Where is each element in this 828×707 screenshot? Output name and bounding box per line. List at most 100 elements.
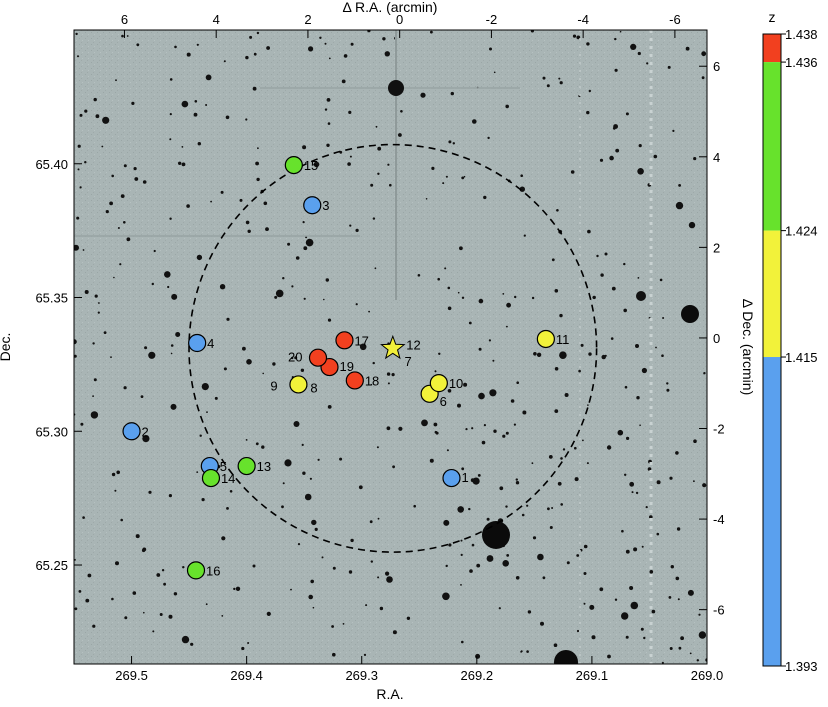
- galaxy-8: 8: [310, 380, 317, 395]
- right-tick-label: 0: [713, 331, 720, 346]
- galaxy-label: 9: [270, 378, 277, 393]
- x-tick-label: 269.3: [345, 668, 378, 683]
- star-shape: [380, 334, 406, 360]
- galaxy-label: 5: [220, 459, 227, 474]
- galaxy-marker: [429, 374, 448, 393]
- galaxy-label: 16: [206, 563, 220, 578]
- galaxy-7: 7: [405, 354, 412, 369]
- colorbar-segment: [763, 230, 781, 358]
- galaxy-label: 17: [354, 333, 368, 348]
- right-tick-label: -4: [713, 512, 725, 527]
- right-tick-label: -6: [713, 603, 725, 618]
- y-tick-label: 65.40: [35, 157, 68, 172]
- colorbar-tick-label: 1.415: [785, 350, 818, 365]
- colorbar-segment: [763, 62, 781, 231]
- galaxy-label: 20: [288, 350, 302, 365]
- y-tick-label: 65.35: [35, 291, 68, 306]
- galaxy-15: 15: [284, 155, 318, 175]
- colorbar-frame: [762, 33, 782, 667]
- galaxy-17: 17: [335, 331, 369, 350]
- colorbar-tick-label: 1.436: [785, 55, 818, 70]
- x-tick-label: 269.2: [461, 668, 494, 683]
- galaxy-label: 19: [340, 359, 354, 374]
- colorbar-tick-label: 1.438: [785, 27, 818, 42]
- x-tick-label: 269.1: [576, 668, 609, 683]
- top-tick-label: 6: [121, 12, 128, 27]
- galaxy-marker: [442, 468, 461, 488]
- galaxy-label: 8: [310, 380, 317, 395]
- galaxy-marker: [289, 375, 308, 394]
- galaxy-label: 12: [406, 338, 420, 353]
- galaxy-4: 4: [188, 333, 214, 353]
- galaxy-16: 16: [186, 561, 220, 580]
- galaxy-label: 4: [207, 336, 214, 351]
- galaxy-13: 13: [237, 456, 271, 476]
- background-stars: [74, 30, 707, 664]
- galaxy-marker: [536, 329, 555, 349]
- galaxy-marker: [335, 331, 354, 350]
- y-tick-label: 65.30: [35, 424, 68, 439]
- galaxy-marker: [303, 196, 322, 215]
- galaxy-label: 7: [405, 354, 412, 369]
- colorbar-segment: [763, 357, 781, 666]
- top-tick-label: 4: [213, 12, 220, 27]
- galaxy-20: 20: [288, 348, 328, 367]
- dashed-circle-path: [188, 143, 598, 553]
- colorbar: 1.438 1.436 1.424 1.415 1.393: [762, 27, 818, 674]
- galaxy-label: 3: [322, 198, 329, 213]
- colorbar-title: z: [769, 9, 776, 25]
- y-tick-label: 65.25: [35, 558, 68, 573]
- galaxy-label: 11: [556, 332, 570, 347]
- galaxy-marker: [122, 422, 141, 441]
- galaxy-marker: [201, 468, 221, 488]
- galaxy-1: 1: [442, 468, 469, 488]
- x-tick-label: 269.0: [691, 668, 724, 683]
- right-tick-label: 6: [713, 59, 720, 74]
- galaxy-marker: [345, 371, 364, 390]
- colorbar-segment: [763, 34, 781, 63]
- top-tick-label: -4: [577, 12, 589, 27]
- galaxy-marker: [188, 333, 207, 353]
- center-star-marker: [380, 334, 406, 360]
- top-tick-label: 2: [304, 12, 311, 27]
- galaxy-marker: [308, 348, 328, 367]
- top-tick-label: 0: [396, 12, 403, 27]
- galaxy-label: 2: [142, 424, 149, 439]
- galaxy-label: 6: [440, 394, 447, 409]
- right-tick-label: -2: [713, 422, 725, 437]
- galaxy-marker: [186, 561, 206, 580]
- galaxy-label: 1: [461, 470, 468, 485]
- galaxy-3: 3: [303, 196, 329, 215]
- colorbar-tick-label: 1.393: [785, 659, 818, 674]
- right-axis-title: Δ Dec. (arcmin): [740, 299, 756, 395]
- y-axis-title: Dec.: [0, 333, 13, 362]
- galaxy-12: 12: [406, 338, 420, 353]
- axes: 269.5 269.4 269.3 269.2 269.1 269.0 65.25 65.30…: [35, 12, 724, 683]
- top-axis-title: Δ R.A. (arcmin): [343, 0, 438, 15]
- top-tick-label: -2: [486, 12, 498, 27]
- search-radius-circle: [188, 143, 598, 553]
- galaxy-9: 9: [270, 375, 308, 394]
- galaxy-14: 14: [201, 468, 235, 488]
- x-tick-label: 269.5: [115, 668, 148, 683]
- galaxy-label: 15: [304, 158, 318, 173]
- plot-frame: [73, 29, 708, 665]
- galaxy-11: 11: [536, 329, 570, 349]
- colorbar-tick-label: 1.424: [785, 224, 818, 239]
- top-tick-label: -6: [669, 12, 681, 27]
- right-tick-label: 2: [713, 240, 720, 255]
- galaxy-10: 10: [429, 374, 463, 393]
- galaxy-marker: [284, 155, 303, 175]
- galaxy-marker: [237, 456, 256, 476]
- galaxy-label: 13: [257, 459, 271, 474]
- galaxy-18: 18: [345, 371, 379, 390]
- right-tick-label: 4: [713, 150, 720, 165]
- x-axis-title: R.A.: [376, 686, 403, 702]
- galaxy-label: 10: [449, 376, 463, 391]
- galaxy-label: 14: [221, 471, 235, 486]
- galaxy-2: 2: [122, 422, 149, 441]
- galaxy-label: 18: [365, 373, 379, 388]
- x-tick-label: 269.4: [230, 668, 263, 683]
